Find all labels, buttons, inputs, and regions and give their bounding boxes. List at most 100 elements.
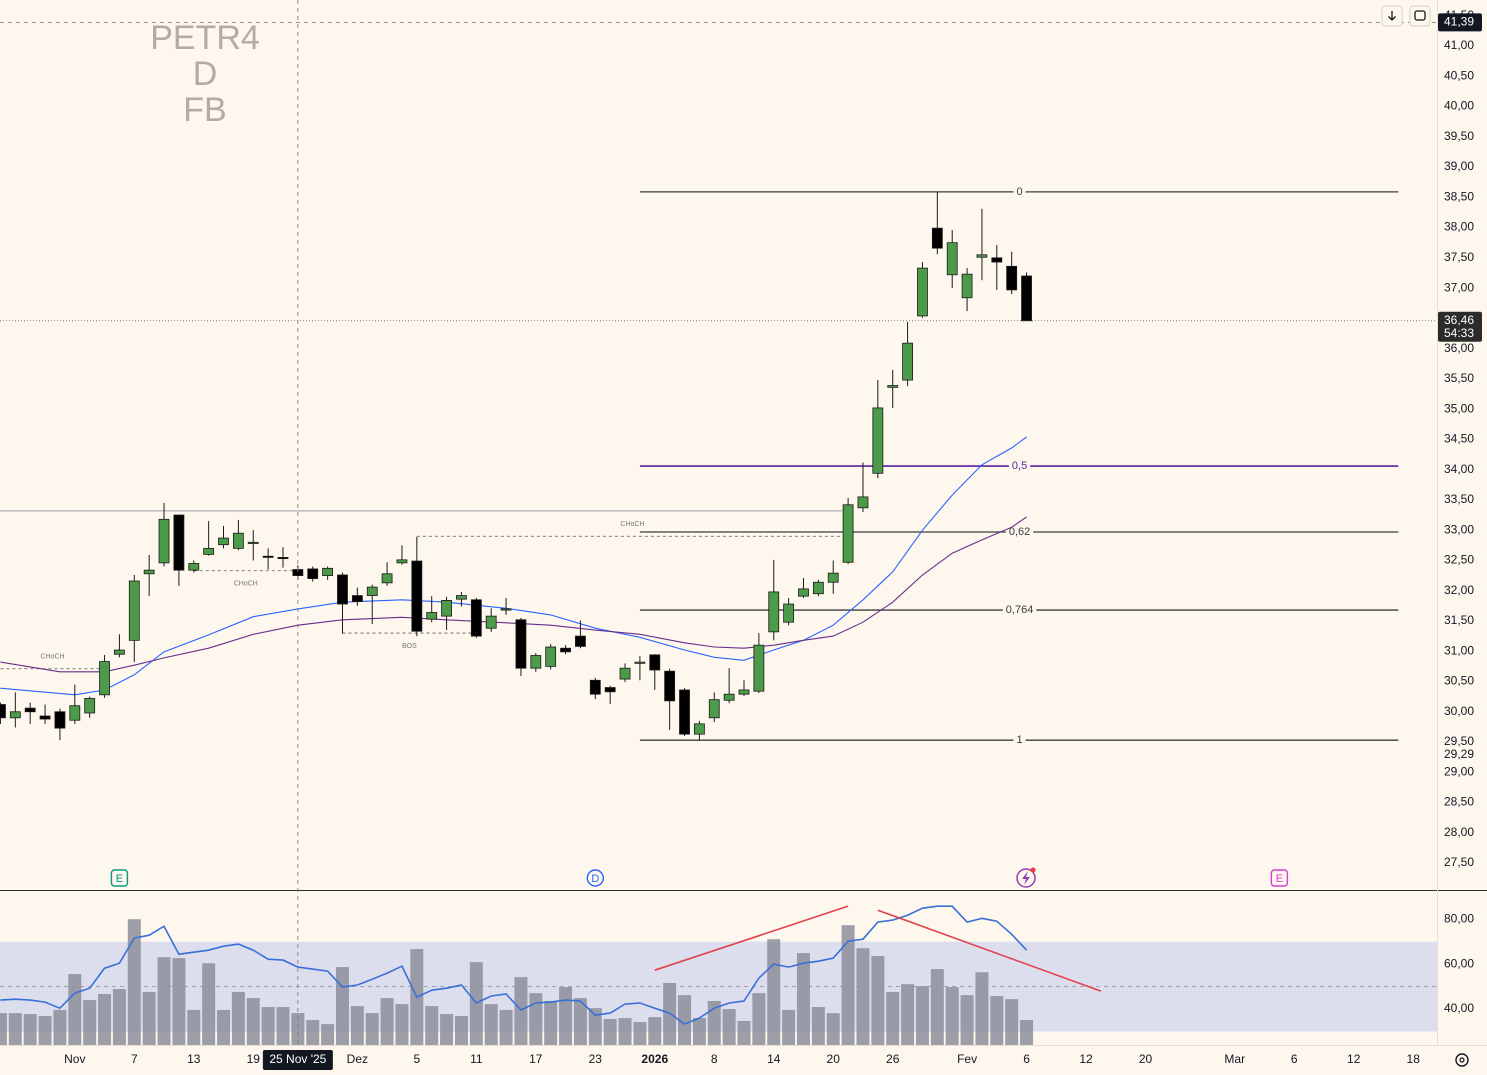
y-tick-label: 37,00 (1444, 280, 1474, 294)
x-tick-label: 14 (767, 1052, 781, 1066)
candle-body (485, 615, 497, 629)
fib-label-bg (1013, 184, 1026, 199)
y-tick-label: 32,00 (1444, 583, 1474, 597)
y-tick-label: 31,00 (1444, 643, 1474, 657)
osc-bar (350, 1006, 364, 1045)
fib-label-bg (1013, 733, 1026, 748)
y-tick-label: 41,00 (1444, 38, 1474, 52)
osc-bar (692, 1018, 706, 1045)
candle-body (84, 698, 96, 714)
y-tick-label: 29,00 (1444, 764, 1474, 778)
price-pane: CHoCH CHoCH BOS CHoCH 0 0,5 0,62 0,764 1 (0, 184, 1437, 748)
osc-bar (499, 1009, 513, 1045)
osc-bar (678, 995, 692, 1045)
y-tick-label: 33,50 (1444, 492, 1474, 506)
osc-bar (811, 1007, 825, 1045)
x-tick-label: 17 (529, 1052, 543, 1066)
scroll-button[interactable] (1381, 5, 1403, 27)
x-tick-label: 20 (827, 1052, 841, 1066)
countdown-label: 54:33 (1444, 326, 1474, 340)
candle-body (604, 687, 616, 693)
candle-body (976, 254, 988, 258)
candle-body (232, 532, 244, 549)
candle-body (0, 704, 6, 719)
x-tick-label: 12 (1079, 1052, 1093, 1066)
osc-bar (142, 991, 156, 1045)
osc-bar (187, 1009, 201, 1045)
x-tick-label: 5 (413, 1052, 420, 1066)
osc-axis-bg (1438, 891, 1487, 1045)
alert-label: 29,29 (1444, 747, 1474, 761)
candle-body (857, 496, 869, 509)
candle-body (723, 693, 735, 701)
osc-bar (395, 1004, 409, 1045)
osc-bar (127, 919, 141, 1045)
fib-label-bg (1008, 459, 1031, 474)
candle-body (946, 242, 958, 276)
osc-bar (484, 1004, 498, 1045)
osc-bar (945, 987, 959, 1045)
last-price-box (1438, 311, 1482, 342)
osc-bar (0, 1013, 7, 1045)
candle-body (1021, 275, 1032, 322)
event-icon[interactable] (1016, 867, 1036, 888)
candle-body (931, 227, 943, 249)
osc-bar (767, 939, 781, 1045)
osc-bar (826, 1013, 840, 1045)
osc-bar (53, 1009, 67, 1045)
event-marker (1270, 869, 1289, 887)
osc-bar (603, 1018, 617, 1045)
candle-body (426, 612, 438, 620)
osc-bar (440, 1014, 454, 1045)
candle-body (649, 654, 661, 671)
y-tick-label: 39,50 (1444, 129, 1474, 143)
osc-bar (737, 1020, 751, 1045)
candle-body (1006, 265, 1018, 291)
osc-bar (202, 963, 216, 1045)
fib-label: 0,764 (1006, 604, 1034, 616)
candle-body (218, 537, 229, 546)
structure-label: CHoCH (40, 654, 64, 661)
crosshair-y-box (1438, 13, 1482, 32)
x-tick-label: Fev (957, 1052, 977, 1066)
x-tick-label: 6 (1023, 1052, 1030, 1066)
x-tick-label: 2026 (641, 1052, 668, 1066)
trendline (877, 909, 1102, 992)
event-label: E (1276, 873, 1283, 885)
structure-label: CHoCH (620, 521, 644, 528)
watermark-symbol: PETR4 (150, 19, 260, 57)
event-label: D (591, 873, 599, 885)
osc-bar (975, 972, 989, 1045)
candle-body (679, 689, 690, 735)
oscillator-pane (0, 905, 1437, 1045)
x-tick-label: 19 (247, 1052, 261, 1066)
candle-body (738, 689, 750, 695)
crosshair-y-label: 41,39 (1444, 15, 1474, 29)
reset-button[interactable] (1409, 5, 1431, 27)
osc-bar (633, 1022, 647, 1045)
osc-bar (722, 1009, 736, 1045)
candle-body (322, 567, 334, 576)
candle-body (961, 273, 973, 299)
candle-body (351, 595, 363, 603)
settings-button[interactable] (1455, 1053, 1469, 1067)
event-marker (110, 869, 129, 887)
candle-body (560, 647, 571, 653)
candle-body (158, 518, 170, 564)
candle-body (24, 707, 36, 713)
candle-body (337, 574, 348, 605)
y-tick-label: 35,00 (1444, 401, 1474, 415)
candle-body (470, 599, 482, 637)
osc-bar (886, 991, 900, 1045)
candle-body (768, 591, 780, 633)
y-tick-label: 38,50 (1444, 189, 1474, 203)
osc-bar (231, 991, 245, 1045)
candle-body (634, 661, 646, 664)
candle-body (143, 569, 155, 575)
candle-body (708, 699, 720, 719)
osc-bar (782, 1009, 796, 1045)
candle-body (411, 560, 423, 632)
osc-bar (380, 998, 394, 1045)
candle-body (114, 649, 125, 655)
